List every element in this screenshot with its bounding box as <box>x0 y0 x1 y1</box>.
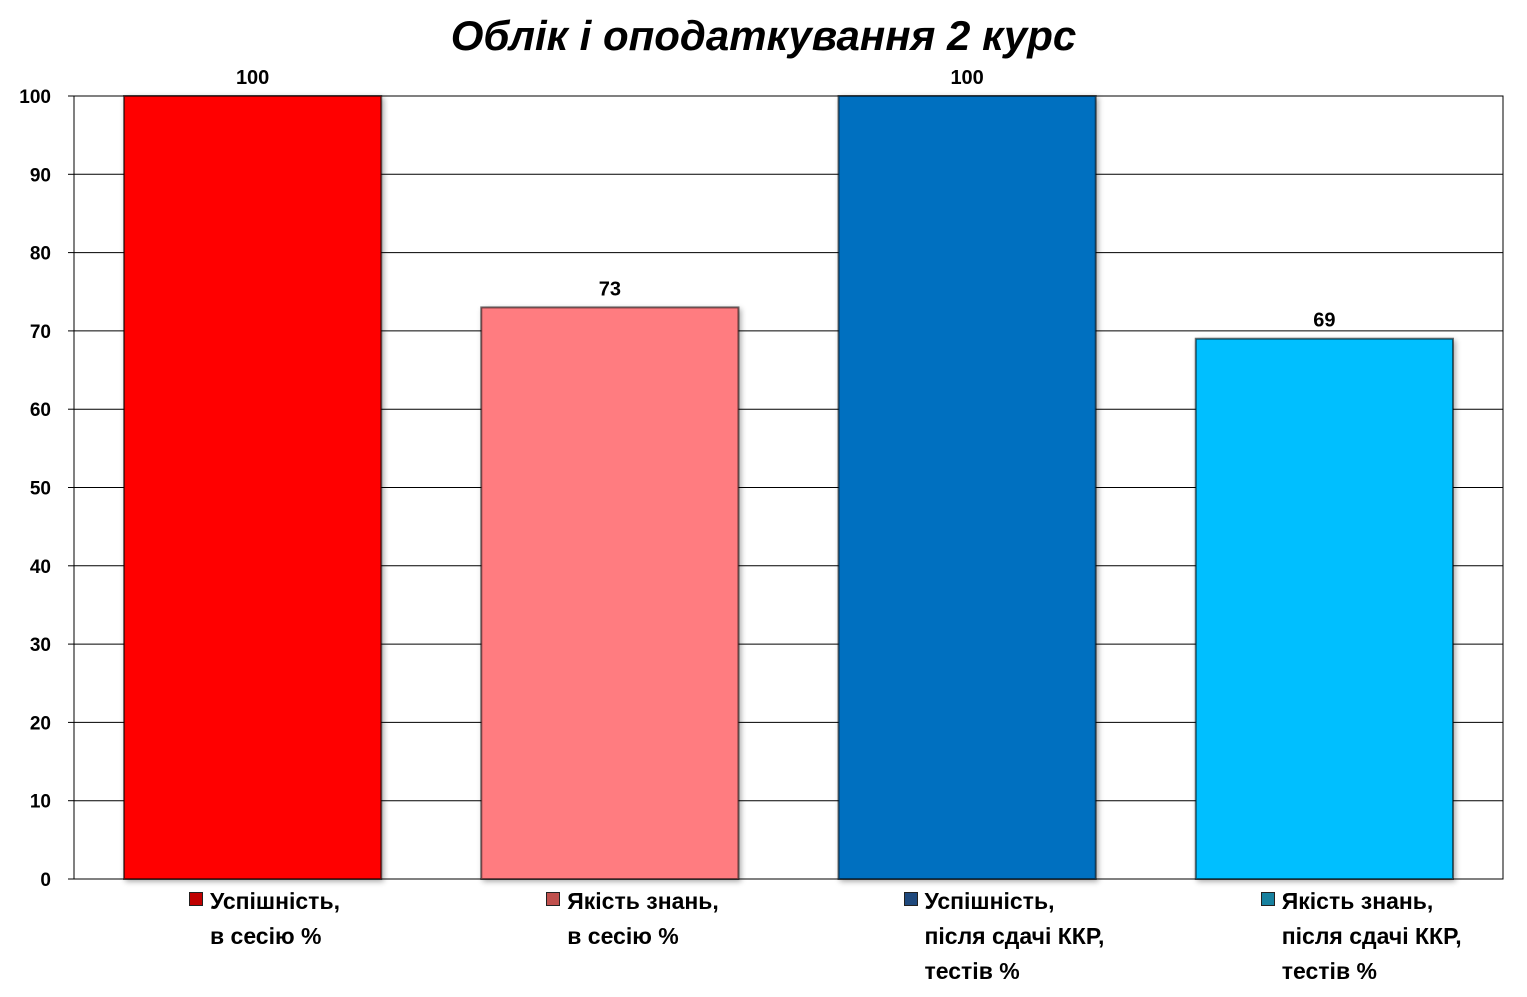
legend-swatch <box>189 892 203 906</box>
bar <box>123 95 383 880</box>
legend-label: Якість знань, в сесію % <box>567 888 719 949</box>
y-tick-label: 80 <box>30 244 51 265</box>
y-tick-label: 70 <box>30 322 51 343</box>
data-label: 100 <box>236 67 269 89</box>
data-label: 69 <box>1313 310 1335 332</box>
y-axis: 0 10 20 30 40 50 60 70 80 90 100 <box>19 87 51 891</box>
y-tick-label: 30 <box>30 635 51 656</box>
y-tick-label: 10 <box>30 792 51 813</box>
legend-label: Якість знань, після сдачі ККР, тестів % <box>1281 888 1462 984</box>
y-tick-label: 0 <box>40 870 51 891</box>
legend-item: Успішність, в сесію % <box>189 884 340 954</box>
bar <box>837 95 1097 880</box>
y-tick-label: 60 <box>30 400 51 421</box>
data-labels: 100 73 100 69 <box>236 67 1336 332</box>
y-tick-label: 20 <box>30 713 51 734</box>
legend-label: Успішність, після сдачі ККР, тестів % <box>924 888 1105 984</box>
y-tick-label: 40 <box>30 557 51 578</box>
bars <box>123 95 1454 881</box>
bar <box>480 306 740 881</box>
chart-title: Облік і оподаткування 2 курс <box>450 12 1077 59</box>
data-label: 73 <box>599 278 621 300</box>
legend-swatch <box>546 892 561 906</box>
legend-item: Якість знань, в сесію % <box>546 884 719 954</box>
legend-label: Успішність, в сесію % <box>210 888 340 949</box>
y-tick-label: 50 <box>30 479 51 500</box>
y-tick-label: 90 <box>30 165 51 186</box>
y-tick-label: 100 <box>19 87 51 108</box>
data-label: 100 <box>950 67 983 89</box>
legend-swatch <box>1260 892 1275 906</box>
legend-item: Якість знань, після сдачі ККР, тестів % <box>1260 884 1462 989</box>
bar <box>1194 337 1454 881</box>
legend-swatch <box>903 892 918 906</box>
legend-item: Успішність, після сдачі ККР, тестів % <box>903 884 1105 989</box>
